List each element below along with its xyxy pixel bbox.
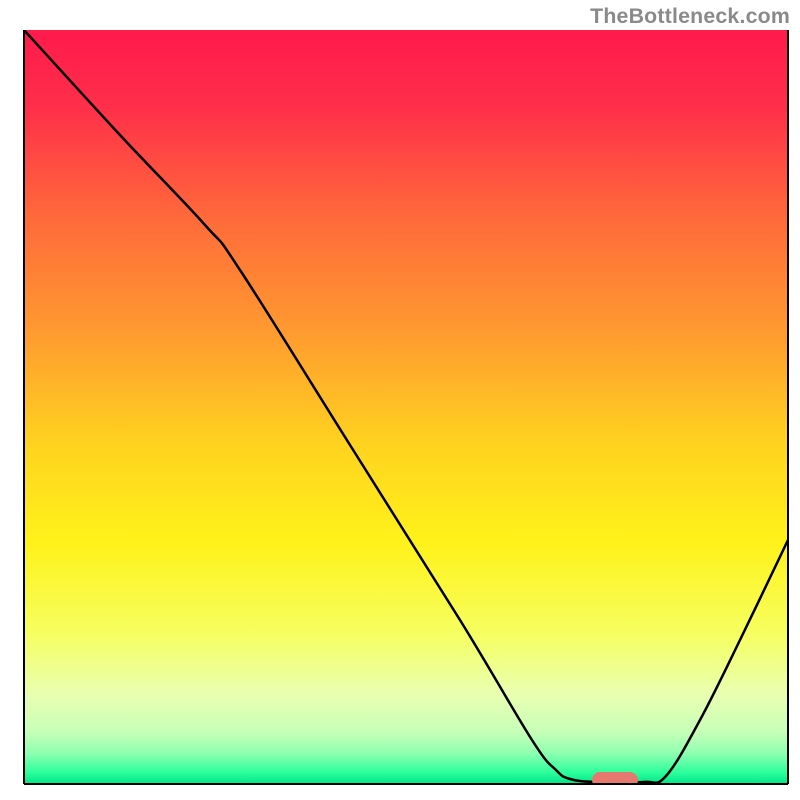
watermark-text: TheBottleneck.com [590, 4, 790, 29]
optimal-marker [592, 772, 638, 788]
bottleneck-chart [0, 0, 800, 800]
gradient-background [24, 30, 788, 784]
chart-container: { "watermark": { "text": "TheBottleneck.… [0, 0, 800, 800]
